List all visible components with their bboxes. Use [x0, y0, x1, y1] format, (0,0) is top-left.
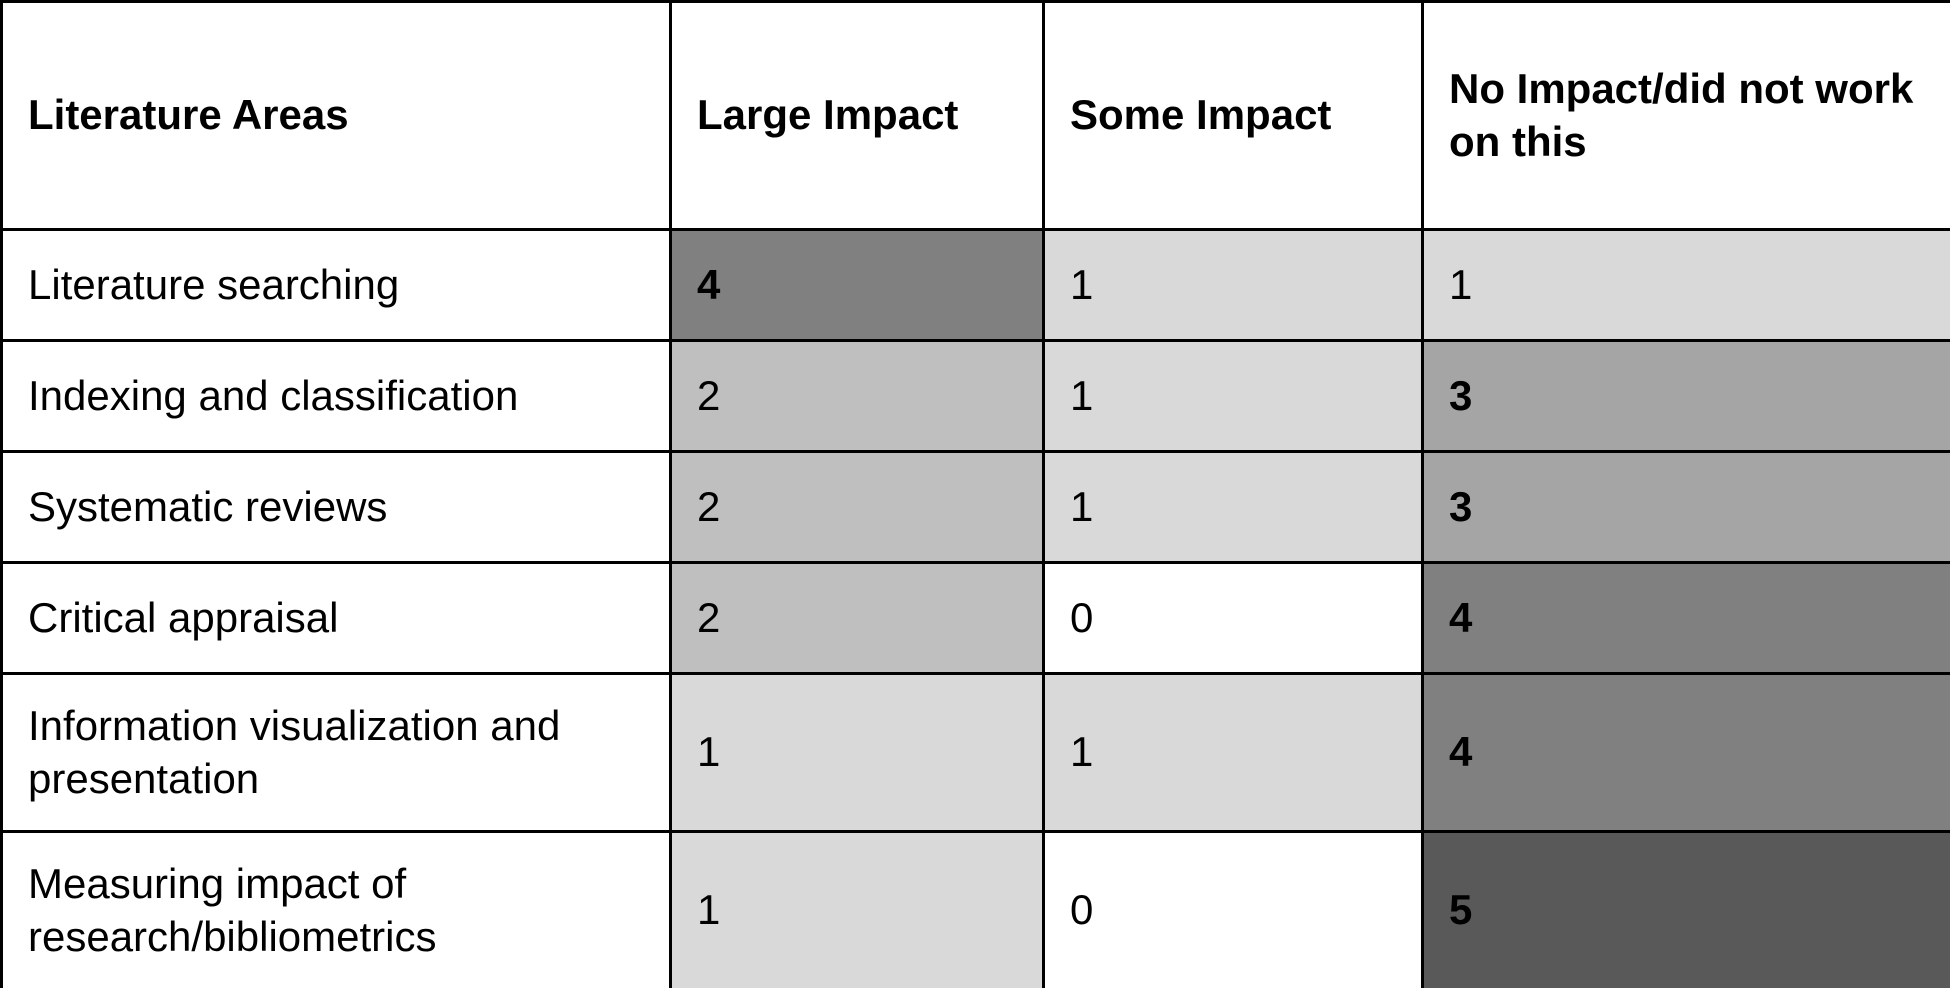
value-cell: 3 — [1421, 450, 1950, 564]
row-label: Measuring impact of research/bibliometri… — [0, 830, 672, 988]
row-label: Literature searching — [0, 228, 672, 342]
value-cell: 2 — [669, 561, 1045, 675]
table-row: Information visualization and presentati… — [0, 672, 1950, 833]
header-cell: Some Impact — [1042, 0, 1424, 231]
header-row: Literature Areas Large Impact Some Impact N… — [0, 0, 1950, 231]
table-body: Literature searching 4 1 1 Indexing and clas… — [0, 228, 1950, 988]
table-row: Systematic reviews 2 1 3 — [0, 450, 1950, 564]
header-cell: Large Impact — [669, 0, 1045, 231]
table-row: Measuring impact of research/bibliometri… — [0, 830, 1950, 988]
row-label: Critical appraisal — [0, 561, 672, 675]
row-label: Information visualization and presentati… — [0, 672, 672, 833]
value-cell: 0 — [1042, 561, 1424, 675]
value-cell: 4 — [669, 228, 1045, 342]
value-cell: 3 — [1421, 339, 1950, 453]
row-label: Indexing and classification — [0, 339, 672, 453]
value-cell: 1 — [1042, 339, 1424, 453]
value-cell: 1 — [1421, 228, 1950, 342]
value-cell: 1 — [1042, 672, 1424, 833]
value-cell: 4 — [1421, 672, 1950, 833]
value-cell: 0 — [1042, 830, 1424, 988]
value-cell: 2 — [669, 339, 1045, 453]
header-cell: Literature Areas — [0, 0, 672, 231]
row-label: Systematic reviews — [0, 450, 672, 564]
value-cell: 1 — [1042, 450, 1424, 564]
value-cell: 2 — [669, 450, 1045, 564]
value-cell: 1 — [1042, 228, 1424, 342]
table-row: Literature searching 4 1 1 — [0, 228, 1950, 342]
value-cell: 4 — [1421, 561, 1950, 675]
value-cell: 1 — [669, 672, 1045, 833]
table-head: Literature Areas Large Impact Some Impact N… — [0, 0, 1950, 231]
value-cell: 5 — [1421, 830, 1950, 988]
value-cell: 1 — [669, 830, 1045, 988]
table-row: Indexing and classification 2 1 3 — [0, 339, 1950, 453]
table-row: Critical appraisal 2 0 4 — [0, 561, 1950, 675]
header-cell: No Impact/did not work on this — [1421, 0, 1950, 231]
